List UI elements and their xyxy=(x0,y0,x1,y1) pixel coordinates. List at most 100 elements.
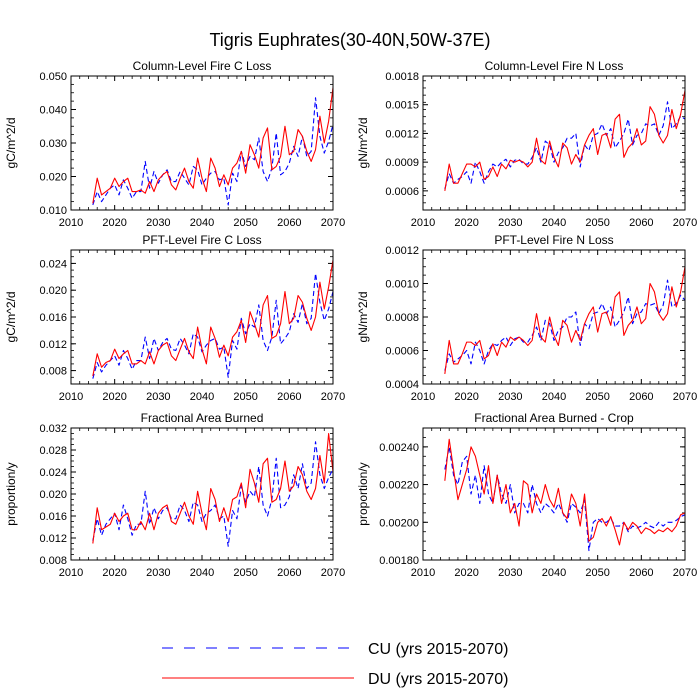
x-tick-label: 2060 xyxy=(629,567,653,579)
y-tick-label: 0.0008 xyxy=(385,312,419,324)
series-line-cu xyxy=(444,446,685,552)
chart-panel: Column-Level Fire C Loss gC/m^2/d 2010 2020… xyxy=(4,59,345,229)
y-tick-label: 0.010 xyxy=(39,205,67,217)
y-tick-label: 0.050 xyxy=(39,71,67,83)
y-tick-label: 0.00240 xyxy=(379,442,419,454)
x-tick-label: 2010 xyxy=(411,391,435,403)
x-tick-label: 2070 xyxy=(673,217,697,229)
x-tick-label: 2020 xyxy=(454,567,478,579)
x-tick-label: 2040 xyxy=(542,391,566,403)
x-tick-label: 2040 xyxy=(542,217,566,229)
panel-title: PFT-Level Fire N Loss xyxy=(494,233,613,247)
y-axis-label: proportion/y xyxy=(356,462,370,525)
x-tick-label: 2030 xyxy=(146,391,170,403)
x-tick-label: 2070 xyxy=(321,217,345,229)
panel-title: Column-Level Fire N Loss xyxy=(485,59,624,73)
x-tick-label: 2060 xyxy=(277,567,301,579)
y-axis-label: gN/m^2/d xyxy=(356,118,370,169)
y-tick-label: 0.040 xyxy=(39,105,67,117)
y-tick-label: 0.00180 xyxy=(379,555,419,567)
x-tick-label: 2070 xyxy=(673,567,697,579)
y-tick-label: 0.0010 xyxy=(385,279,419,291)
x-tick-label: 2070 xyxy=(673,391,697,403)
series-line-du xyxy=(92,259,333,377)
y-tick-label: 0.012 xyxy=(39,339,67,351)
series-line-cu xyxy=(92,97,333,206)
x-tick-label: 2060 xyxy=(629,217,653,229)
y-tick-label: 0.0012 xyxy=(385,245,419,257)
panel-title: PFT-Level Fire C Loss xyxy=(142,233,261,247)
x-tick-label: 2060 xyxy=(277,391,301,403)
x-tick-label: 2010 xyxy=(59,391,83,403)
y-tick-label: 0.0018 xyxy=(385,71,419,83)
y-axis-label: proportion/y xyxy=(4,462,18,525)
panels: Column-Level Fire C Loss gC/m^2/d 2010 2020… xyxy=(4,59,697,579)
x-tick-label: 2050 xyxy=(233,567,257,579)
x-tick-label: 2070 xyxy=(321,567,345,579)
x-tick-label: 2030 xyxy=(146,567,170,579)
x-tick-label: 2030 xyxy=(146,217,170,229)
x-tick-label: 2040 xyxy=(190,217,214,229)
x-tick-label: 2020 xyxy=(454,391,478,403)
y-tick-label: 0.020 xyxy=(39,285,67,297)
plot-frame xyxy=(70,249,334,385)
x-tick-label: 2020 xyxy=(454,217,478,229)
legend-item-cu: CU (yrs 2015-2070) xyxy=(162,641,509,658)
y-tick-label: 0.00200 xyxy=(379,517,419,529)
x-tick-label: 2020 xyxy=(102,391,126,403)
y-tick-label: 0.012 xyxy=(39,533,67,545)
y-tick-label: 0.00220 xyxy=(379,480,419,492)
plot-frame xyxy=(422,249,686,385)
x-tick-label: 2030 xyxy=(498,391,522,403)
x-tick-label: 2040 xyxy=(542,567,566,579)
figure-title: Tigris Euphrates(30-40N,50W-37E) xyxy=(209,30,490,50)
y-axis-label: gC/m^2/d xyxy=(4,118,18,169)
series-line-du xyxy=(92,432,333,544)
chart-panel: PFT-Level Fire C Loss gC/m^2/d 2010 2020 203… xyxy=(4,233,345,403)
series-line-du xyxy=(444,266,685,375)
y-tick-label: 0.0012 xyxy=(385,128,419,140)
chart-panel: Fractional Area Burned - Crop proportion/… xyxy=(356,411,697,579)
legend-label: CU (yrs 2015-2070) xyxy=(368,641,509,658)
y-tick-label: 0.028 xyxy=(39,445,67,457)
x-tick-label: 2030 xyxy=(498,567,522,579)
y-tick-label: 0.0006 xyxy=(385,186,419,198)
x-tick-label: 2050 xyxy=(233,217,257,229)
plot-frame xyxy=(70,427,334,561)
series-line-cu xyxy=(92,272,333,379)
chart-panel: Fractional Area Burned proportion/y 2010 20… xyxy=(4,411,345,579)
x-tick-label: 2050 xyxy=(585,217,609,229)
x-tick-label: 2060 xyxy=(629,391,653,403)
y-tick-label: 0.032 xyxy=(39,423,67,435)
y-tick-label: 0.0015 xyxy=(385,100,419,112)
y-tick-label: 0.008 xyxy=(39,555,67,567)
y-tick-label: 0.016 xyxy=(39,312,67,324)
x-tick-label: 2020 xyxy=(102,217,126,229)
series-line-du xyxy=(444,438,685,546)
series-line-du xyxy=(444,90,685,191)
panel-title: Fractional Area Burned xyxy=(141,411,264,425)
y-tick-label: 0.030 xyxy=(39,138,67,150)
panel-title: Column-Level Fire C Loss xyxy=(133,59,272,73)
series-line-cu xyxy=(444,279,685,371)
y-tick-label: 0.020 xyxy=(39,172,67,184)
x-tick-label: 2050 xyxy=(233,391,257,403)
plot-frame xyxy=(422,427,686,561)
chart-panel: PFT-Level Fire N Loss gN/m^2/d 2010 2020 203… xyxy=(356,233,697,403)
y-tick-label: 0.0009 xyxy=(385,157,419,169)
y-tick-label: 0.0006 xyxy=(385,346,419,358)
series-line-du xyxy=(92,87,333,204)
chart-panel: Column-Level Fire N Loss gN/m^2/d 2010 2020… xyxy=(356,59,697,229)
legend-label: DU (yrs 2015-2070) xyxy=(368,671,509,688)
x-tick-label: 2060 xyxy=(277,217,301,229)
y-tick-label: 0.008 xyxy=(39,366,67,378)
x-tick-label: 2010 xyxy=(59,217,83,229)
y-tick-label: 0.020 xyxy=(39,489,67,501)
x-tick-label: 2040 xyxy=(190,391,214,403)
x-tick-label: 2010 xyxy=(411,217,435,229)
y-axis-label: gC/m^2/d xyxy=(4,292,18,343)
plot-frame xyxy=(422,75,686,211)
y-tick-label: 0.024 xyxy=(39,258,67,270)
x-tick-label: 2010 xyxy=(59,567,83,579)
